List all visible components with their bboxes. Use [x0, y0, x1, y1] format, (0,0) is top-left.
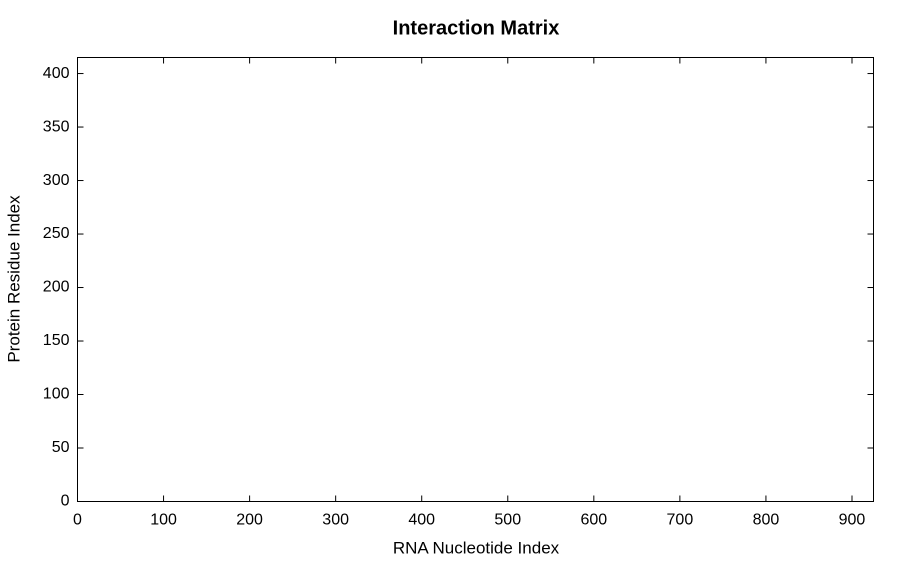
y-tick-label: 0 — [61, 493, 70, 510]
x-tick-label: 500 — [494, 512, 521, 529]
y-tick-label: 350 — [43, 118, 70, 135]
plot-frame — [77, 57, 874, 502]
y-axis-label: Protein Residue Index — [4, 195, 23, 363]
x-tick-label: 600 — [580, 512, 607, 529]
x-tick-label: 800 — [753, 512, 780, 529]
x-tick-label: 900 — [839, 512, 866, 529]
y-tick-label: 150 — [43, 332, 70, 349]
y-tick-label: 400 — [43, 65, 70, 82]
chart-title: Interaction Matrix — [393, 17, 560, 39]
x-tick-label: 0 — [73, 512, 82, 529]
y-tick-label: 100 — [43, 386, 70, 403]
y-tick-label: 300 — [43, 172, 70, 189]
x-tick-label: 700 — [667, 512, 694, 529]
x-tick-label: 100 — [150, 512, 177, 529]
x-tick-label: 400 — [408, 512, 435, 529]
y-tick-label: 250 — [43, 225, 70, 242]
x-tick-label: 300 — [322, 512, 349, 529]
y-tick-label: 50 — [52, 439, 70, 456]
x-axis-label: RNA Nucleotide Index — [393, 538, 560, 557]
y-tick-label: 200 — [43, 279, 70, 296]
x-tick-label: 200 — [236, 512, 263, 529]
